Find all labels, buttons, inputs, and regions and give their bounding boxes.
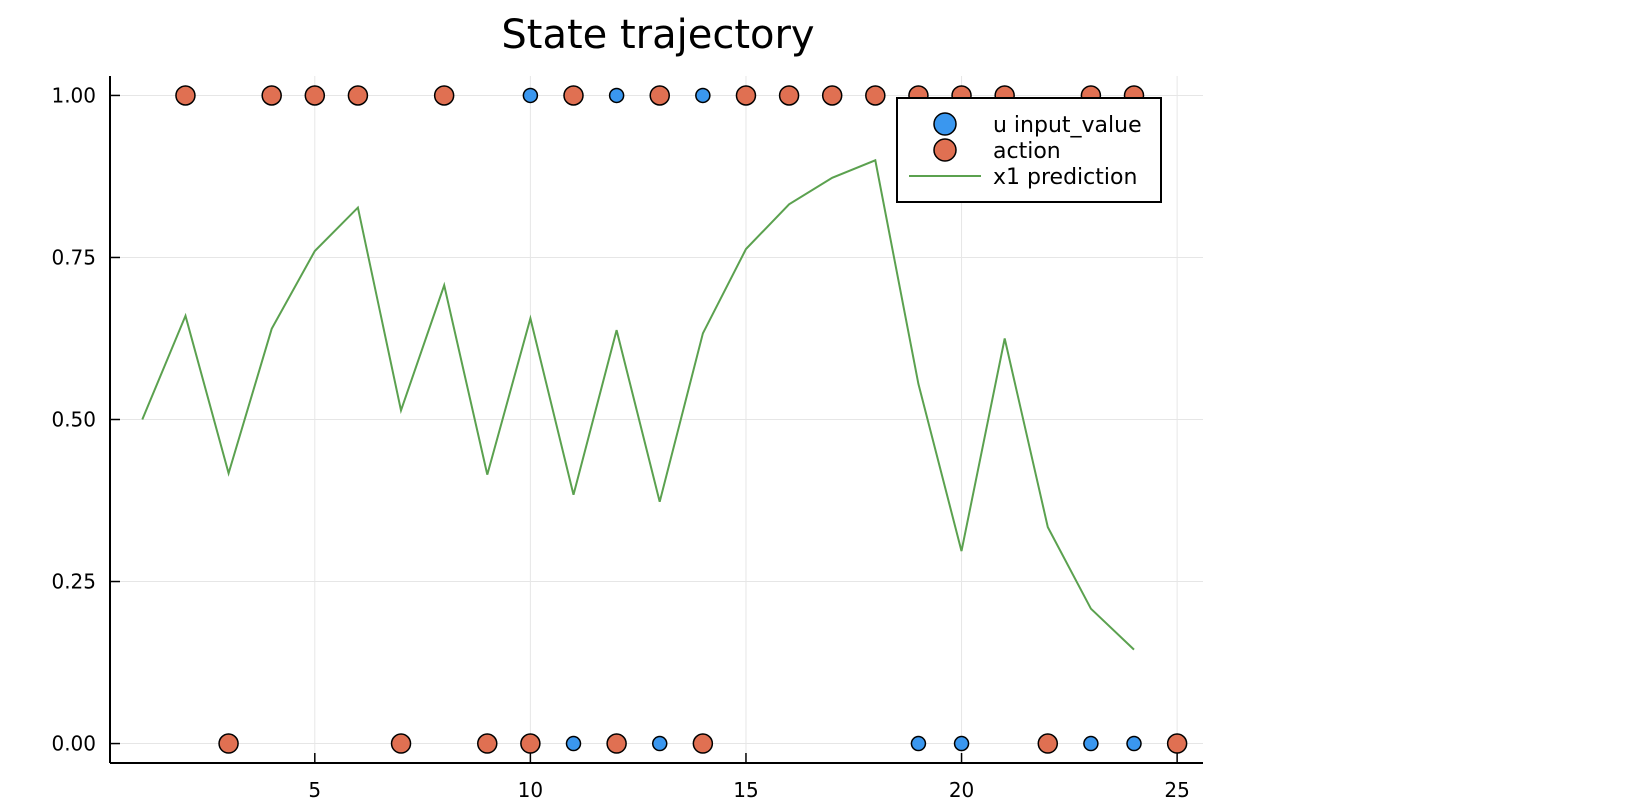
tick-labels: 5 10 15 20 25 0.00 0.25 0.50 0.75 1.00 [51,83,1189,802]
action-point [692,733,714,754]
action-point [1037,733,1059,754]
u-input-value-point [522,87,539,104]
action-point [347,85,369,106]
action-point [175,85,196,106]
action-point [649,85,670,106]
axes [109,76,1203,764]
y-tick-label: 1.00 [51,83,96,107]
legend-marker-point [933,138,957,162]
action-point [563,85,584,106]
action-point [218,733,239,754]
legend-label: x1 prediction [993,165,1137,190]
u-input-value-point [608,87,625,104]
action-point [735,85,757,106]
u-input-value-point [910,735,927,752]
x-tick-label: 25 [1164,778,1189,802]
legend-label: u input_value [993,113,1142,138]
action-point [865,85,886,106]
x-tick-label: 10 [518,778,543,802]
action-point [390,733,412,754]
line-series-layer [141,158,1135,651]
x-tick-label: 15 [733,778,758,802]
x-tick-label: 5 [308,778,321,802]
u-input-value-point [695,87,711,104]
y-tick-label: 0.50 [51,408,96,432]
u-input-value-point [953,735,970,752]
action-point [261,85,282,106]
legend-marker-point [933,112,957,136]
legend-label: action [993,139,1061,164]
u-input-value-point [651,735,668,752]
u-input-value-point [1126,735,1142,752]
action-point [520,733,541,754]
action-point [477,733,498,754]
action-point [433,85,455,106]
x-tick-label: 20 [949,778,974,802]
series-line-x1-prediction [141,158,1135,651]
y-tick-label: 0.25 [51,570,96,594]
chart-title: State trajectory [501,12,814,58]
y-tick-label: 0.75 [51,245,96,269]
u-input-value-point [565,735,582,752]
action-point [778,85,800,106]
action-point [606,733,627,754]
y-tick-label: 0.00 [51,732,96,756]
action-point [1166,733,1188,754]
action-point [821,85,843,106]
u-input-value-point [1083,735,1099,752]
action-point [304,85,326,106]
